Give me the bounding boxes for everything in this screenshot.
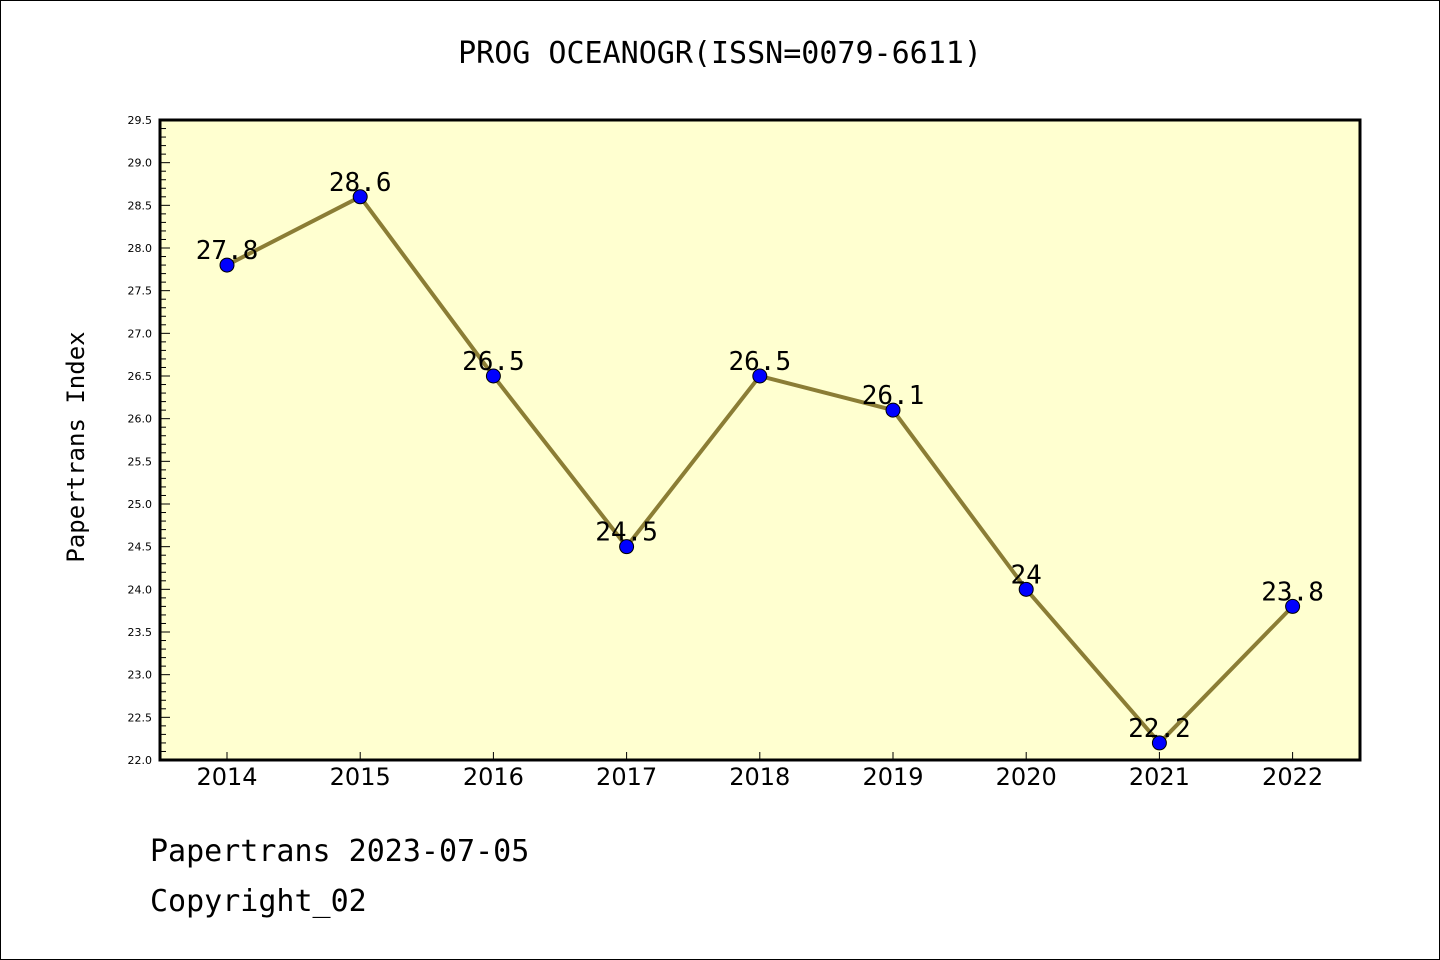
y-tick-label: 27.0 bbox=[128, 327, 153, 340]
y-tick-label: 29.5 bbox=[128, 114, 153, 127]
y-tick-label: 27.5 bbox=[128, 285, 153, 298]
y-tick-label: 24.0 bbox=[128, 583, 153, 596]
plot-border bbox=[158, 118, 1362, 762]
footer-copyright: Copyright_02 bbox=[150, 884, 367, 919]
y-axis: 22.0 22.5 23.0 23.5 24.0 24.5 25.0 25.5 26.0 26.5… bbox=[128, 114, 170, 767]
data-label: 26.1 bbox=[862, 381, 925, 411]
data-point bbox=[1285, 598, 1301, 614]
data-point bbox=[1018, 581, 1034, 597]
data-label: 26.5 bbox=[728, 347, 791, 377]
y-tick-label: 22.5 bbox=[128, 711, 153, 724]
x-tick-label: 2014 bbox=[196, 763, 257, 791]
data-label: 27.8 bbox=[196, 236, 259, 266]
data-label: 24.5 bbox=[595, 518, 658, 548]
y-axis-label: Papertrans Index bbox=[62, 331, 90, 562]
y-tick-label: 26.5 bbox=[128, 370, 153, 383]
y-tick-label: 28.5 bbox=[128, 199, 153, 212]
x-axis: 2014 2015 2016 2017 2018 2019 2020 2021 2022 bbox=[196, 752, 1323, 791]
x-tick-label: 2021 bbox=[1129, 763, 1190, 791]
series-markers bbox=[219, 189, 1301, 751]
y-tick-label: 24.5 bbox=[128, 541, 153, 554]
data-label: 22.2 bbox=[1128, 714, 1191, 744]
data-point bbox=[485, 368, 501, 384]
data-label: 28.6 bbox=[329, 168, 392, 198]
data-label: 24 bbox=[1011, 560, 1042, 590]
x-tick-label: 2022 bbox=[1262, 763, 1323, 791]
y-tick-label: 23.0 bbox=[128, 669, 153, 682]
y-tick-label: 25.5 bbox=[128, 455, 153, 468]
y-tick-label: 22.0 bbox=[128, 754, 153, 767]
data-point bbox=[885, 402, 901, 418]
x-tick-label: 2015 bbox=[330, 763, 391, 791]
x-tick-label: 2018 bbox=[729, 763, 790, 791]
x-tick-label: 2017 bbox=[596, 763, 657, 791]
x-tick-label: 2020 bbox=[996, 763, 1057, 791]
y-tick-label: 25.0 bbox=[128, 498, 153, 511]
y-tick-label: 28.0 bbox=[128, 242, 153, 255]
footer-date: Papertrans 2023-07-05 bbox=[150, 834, 530, 869]
data-point bbox=[752, 368, 768, 384]
y-tick-label: 26.0 bbox=[128, 413, 153, 426]
data-label: 26.5 bbox=[462, 347, 525, 377]
y-tick-label: 29.0 bbox=[128, 157, 153, 170]
data-point bbox=[619, 539, 635, 555]
y-tick-label: 23.5 bbox=[128, 626, 153, 639]
data-point bbox=[352, 189, 368, 205]
chart-title: PROG OCEANOGR(ISSN=0079-6611) bbox=[458, 36, 982, 71]
data-point bbox=[1151, 735, 1167, 751]
plot-area bbox=[160, 120, 1360, 760]
data-label: 23.8 bbox=[1261, 577, 1324, 607]
x-tick-label: 2019 bbox=[862, 763, 923, 791]
x-tick-label: 2016 bbox=[463, 763, 524, 791]
data-point bbox=[219, 257, 235, 273]
data-labels: 27.8 28.6 26.5 24.5 26.5 26.1 24 22.2 23.8 bbox=[196, 168, 1324, 744]
